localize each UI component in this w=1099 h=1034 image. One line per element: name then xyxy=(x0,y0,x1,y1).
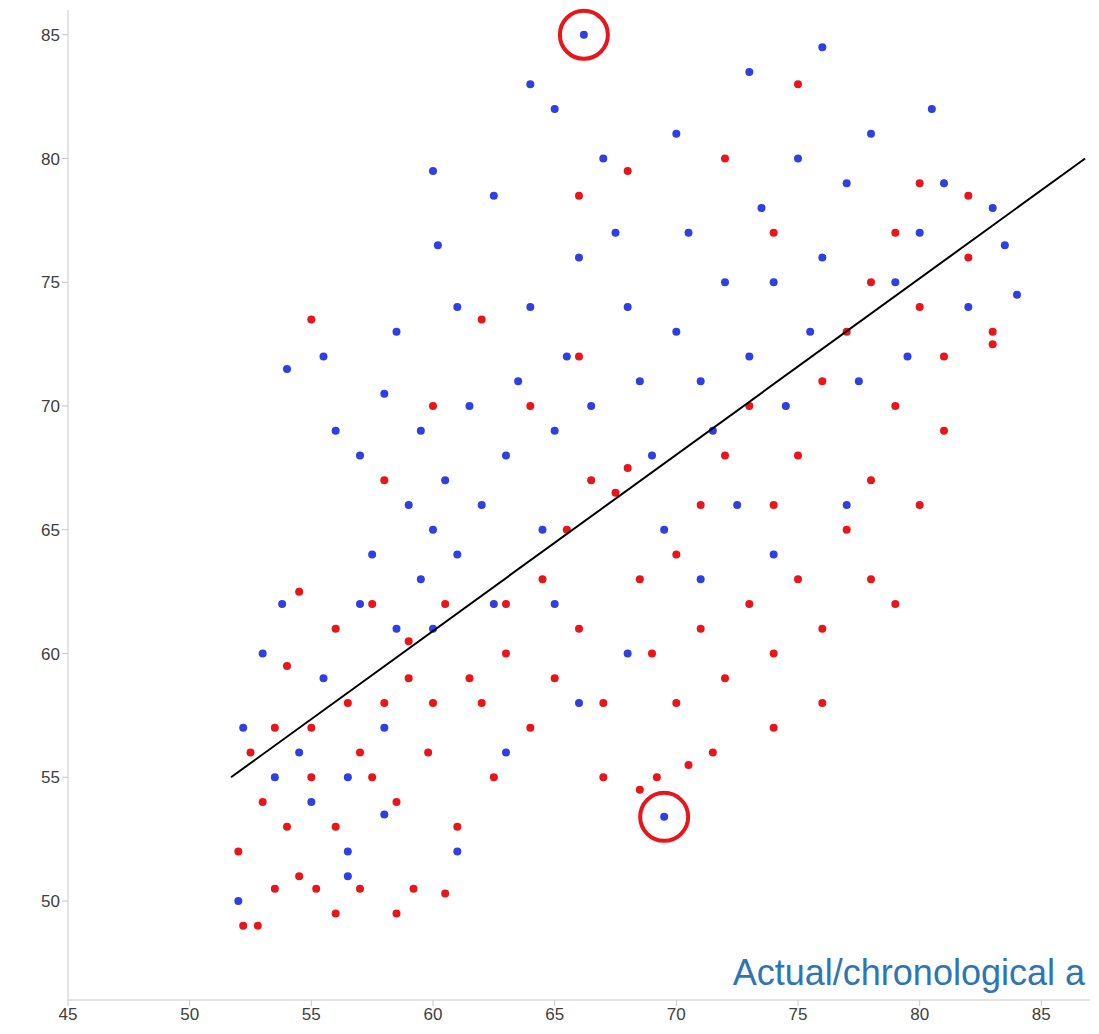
svg-text:50: 50 xyxy=(41,892,60,911)
svg-text:70: 70 xyxy=(41,397,60,416)
svg-text:55: 55 xyxy=(302,1005,321,1024)
svg-text:55: 55 xyxy=(41,768,60,787)
svg-text:75: 75 xyxy=(789,1005,808,1024)
svg-text:50: 50 xyxy=(180,1005,199,1024)
html-text:Actual/chronological a: Actual/chronological a xyxy=(732,952,1085,993)
svg-text:85: 85 xyxy=(41,26,60,45)
svg-text:60: 60 xyxy=(41,645,60,664)
svg-text:75: 75 xyxy=(41,273,60,292)
svg-text:60: 60 xyxy=(424,1005,443,1024)
svg-text:45: 45 xyxy=(59,1005,78,1024)
svg-text:65: 65 xyxy=(41,521,60,540)
svg-text:80: 80 xyxy=(41,150,60,169)
svg-text:70: 70 xyxy=(667,1005,686,1024)
svg-text:65: 65 xyxy=(545,1005,564,1024)
svg-text:85: 85 xyxy=(1032,1005,1051,1024)
svg-text:80: 80 xyxy=(910,1005,929,1024)
